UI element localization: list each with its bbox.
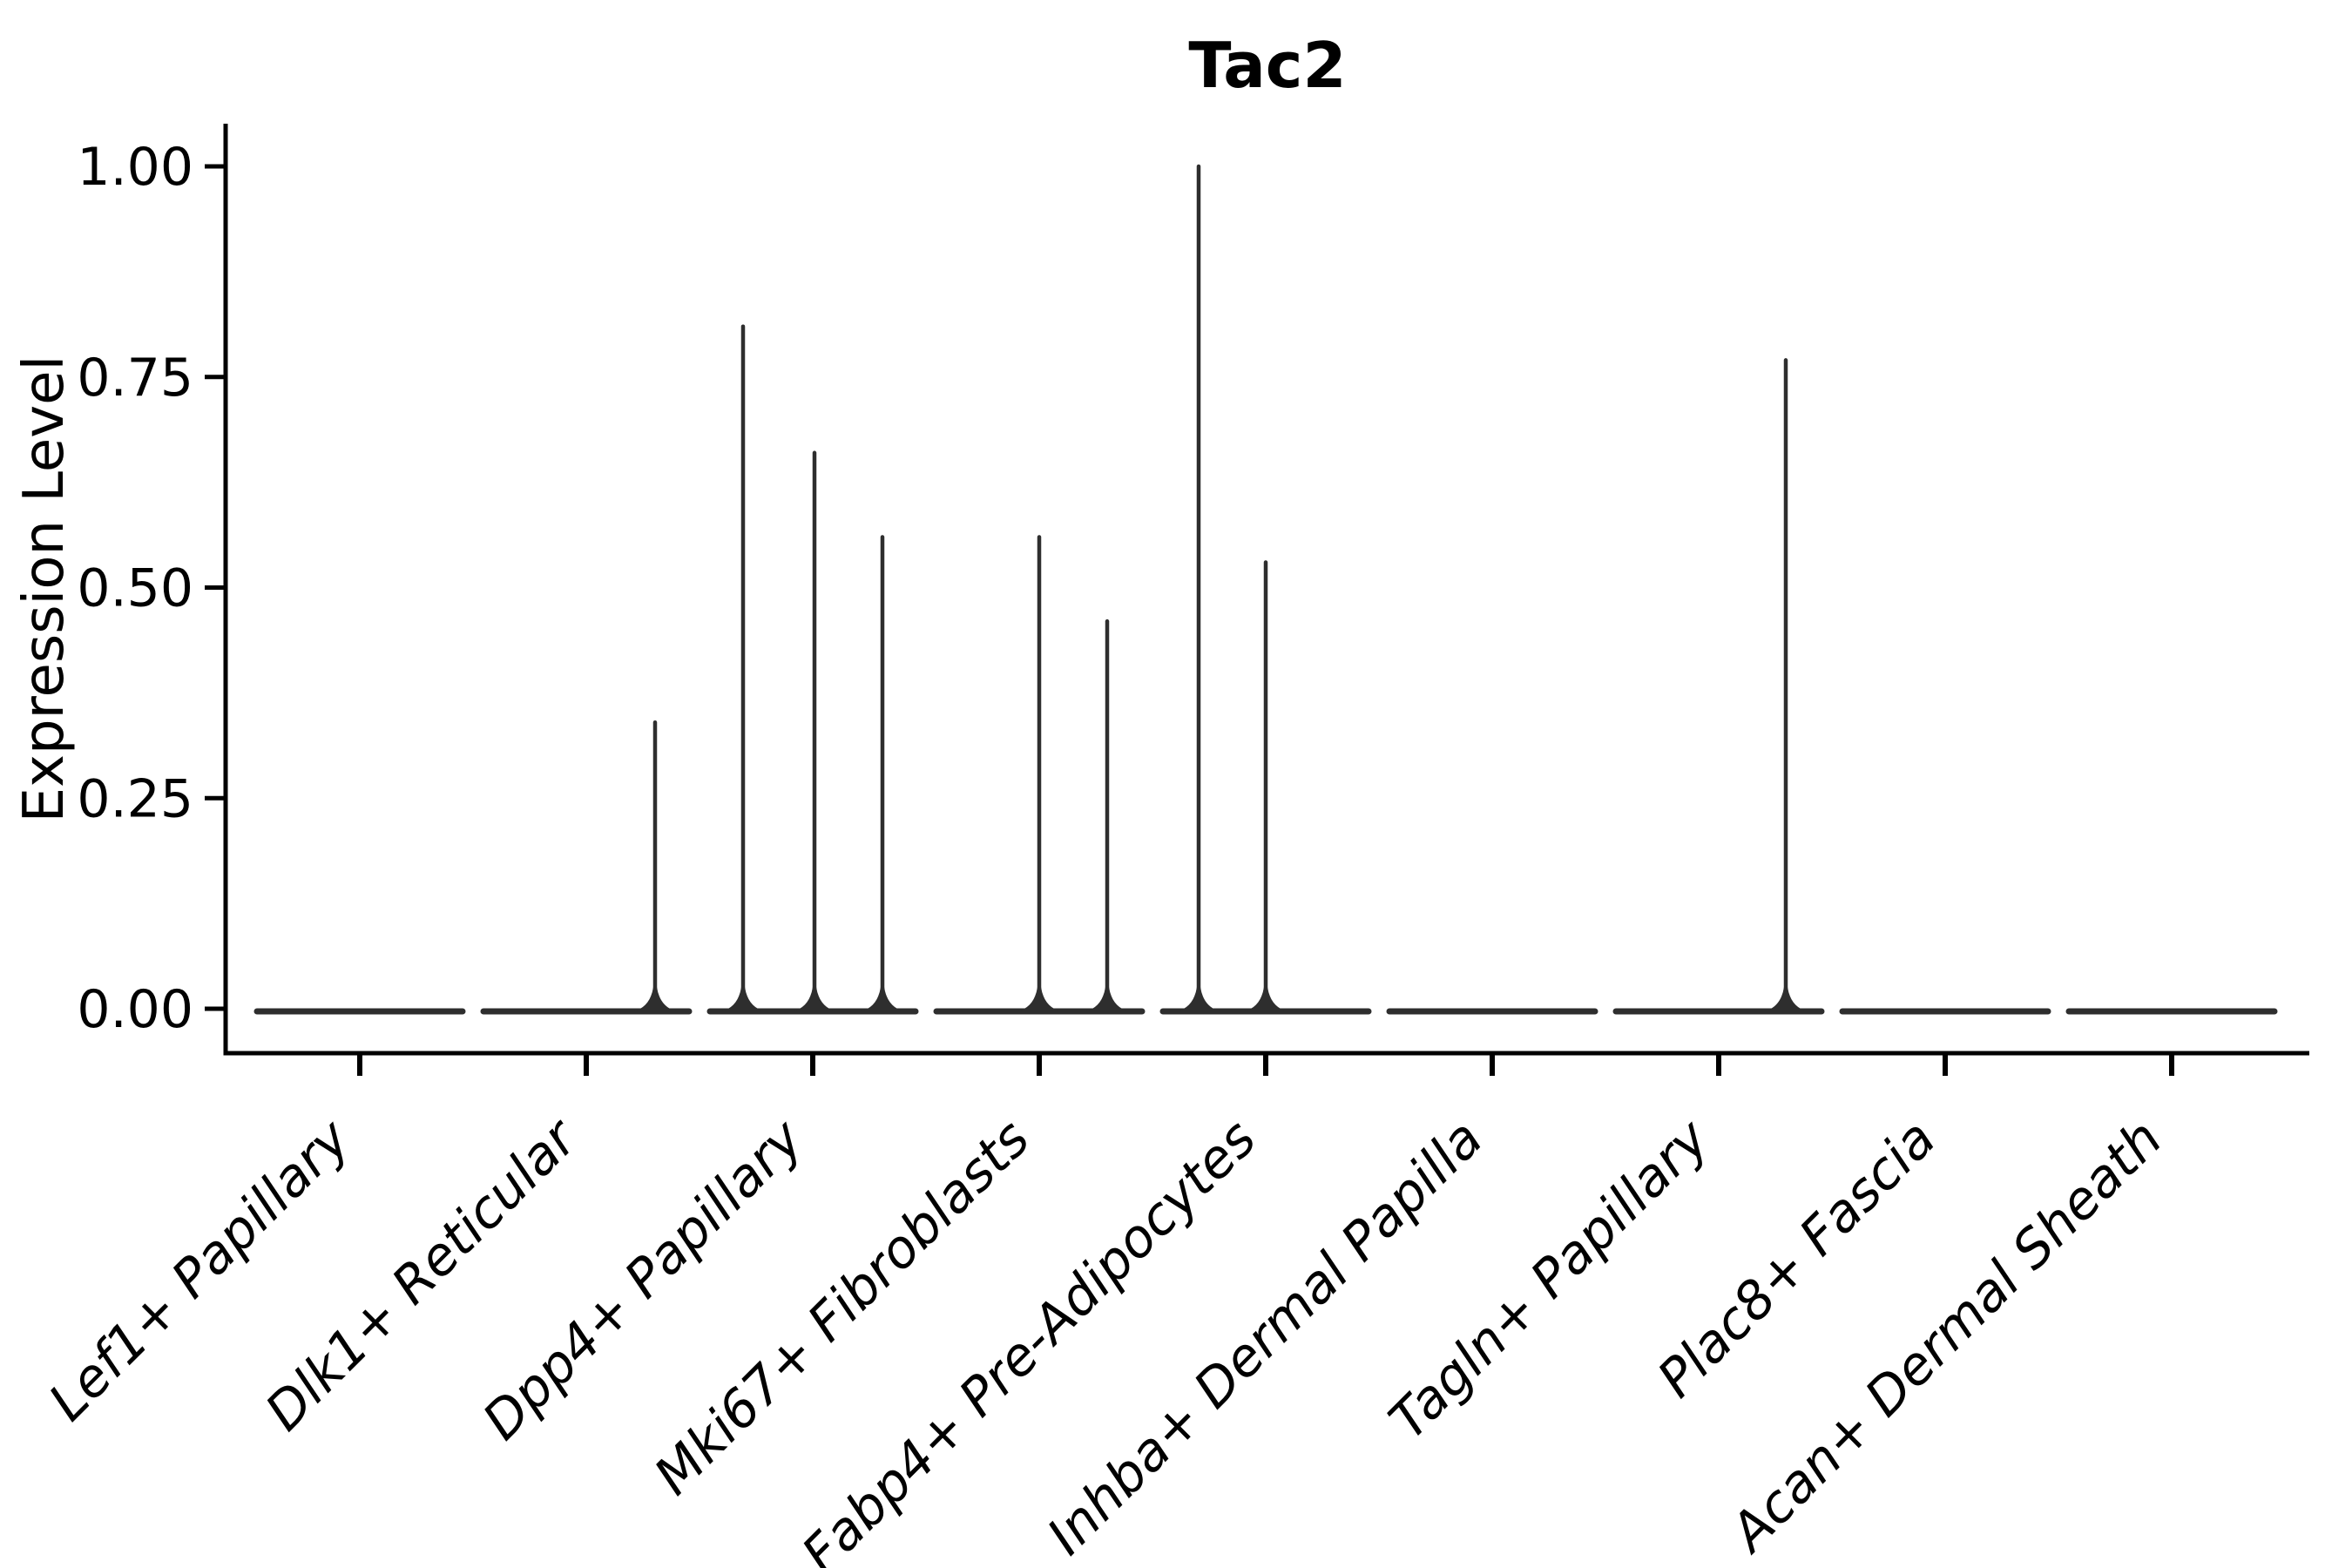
y-tick-label: 0.00	[77, 979, 193, 1040]
violins	[253, 164, 2278, 1015]
x-tick-label: Fabp4+ Pre-Adipocytes	[790, 1108, 1267, 1568]
y-tick-label: 0.75	[77, 348, 193, 409]
y-tick-label: 0.25	[77, 768, 193, 829]
violin	[480, 720, 693, 1015]
violin	[1612, 358, 1825, 1015]
plot-title: Tac2	[1188, 29, 1346, 102]
x-tick-label: Inhba+ Dermal Papilla	[1036, 1108, 1494, 1566]
y-axis-label: Expression Level	[12, 355, 77, 823]
y-tick-label: 1.00	[77, 137, 193, 198]
y-tick-label: 0.50	[77, 558, 193, 619]
violin	[706, 324, 919, 1015]
x-tick-label: Mki67+ Fibroblasts	[643, 1108, 1042, 1507]
violin	[933, 535, 1146, 1015]
y-axis-ticks: 0.00 0.25 0.50 0.75 1.00	[77, 137, 226, 1040]
x-tick-label: Acan+ Dermal Sheath	[1717, 1108, 2174, 1565]
violin	[1159, 164, 1372, 1015]
